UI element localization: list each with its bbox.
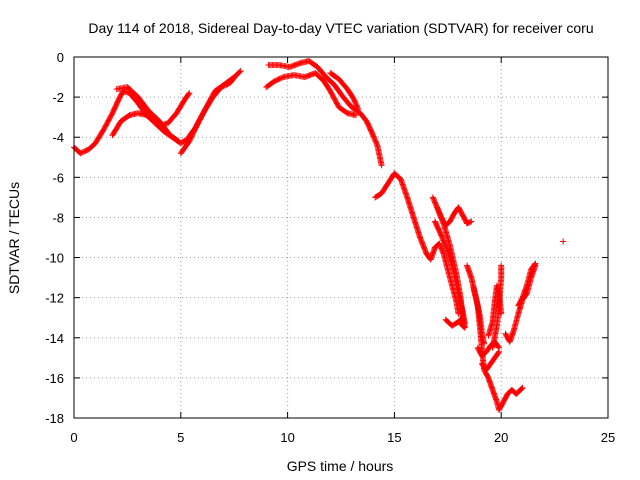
- y-tick-label: -16: [45, 371, 64, 386]
- data-point: [352, 112, 359, 119]
- data-point: [438, 245, 445, 252]
- data-point: [372, 138, 379, 145]
- x-tick-label: 0: [70, 430, 77, 445]
- x-tick-label: 25: [601, 430, 615, 445]
- data-point: [518, 385, 525, 392]
- data-point: [432, 200, 439, 207]
- data-point: [351, 97, 358, 104]
- data-point: [439, 249, 446, 256]
- data-point: [186, 90, 193, 97]
- data-point: [185, 91, 192, 98]
- data-point: [351, 98, 358, 105]
- x-axis-label: GPS time / hours: [287, 458, 394, 474]
- data-point: [436, 240, 443, 247]
- data-point: [279, 74, 286, 81]
- y-tick-label: -18: [45, 411, 64, 426]
- data-point: [370, 132, 377, 139]
- data-point: [231, 74, 238, 81]
- data-point: [430, 196, 437, 203]
- data-point: [230, 74, 237, 81]
- data-point: [350, 96, 357, 103]
- data-point: [467, 218, 474, 225]
- data-point: [436, 241, 443, 248]
- data-point: [373, 139, 380, 146]
- data-point: [458, 321, 465, 328]
- data-point: [371, 134, 378, 141]
- x-tick-label: 20: [494, 430, 508, 445]
- data-point: [532, 260, 539, 267]
- data-point: [437, 243, 444, 250]
- data-point: [174, 137, 181, 144]
- plot-frame: [73, 56, 609, 419]
- grid-lines: [74, 57, 608, 418]
- data-point: [531, 261, 538, 268]
- y-tick-label: -2: [52, 90, 64, 105]
- data-point: [236, 68, 243, 75]
- data-point: [431, 198, 438, 205]
- x-tick-label: 5: [177, 430, 184, 445]
- y-tick-label: -14: [45, 331, 64, 346]
- y-tick-label: -4: [52, 130, 64, 145]
- x-tick-label: 15: [387, 430, 401, 445]
- data-point: [355, 106, 362, 113]
- y-tick-label: 0: [57, 50, 64, 65]
- data-point: [354, 104, 361, 111]
- y-tick-label: -12: [45, 291, 64, 306]
- data-point: [353, 102, 360, 109]
- data-point: [518, 386, 525, 393]
- data-point: [354, 103, 361, 110]
- data-point: [175, 138, 182, 145]
- data-points: [71, 58, 567, 413]
- data-point: [429, 194, 436, 201]
- data-point: [439, 248, 446, 255]
- data-point: [496, 348, 503, 355]
- axis-ticks: 0 5 10 15 20 25 0 -2 -4 -6 -8 -10 -12 -14 -16 -18: [45, 50, 615, 445]
- data-point: [498, 262, 505, 269]
- data-point: [373, 140, 380, 147]
- data-point: [237, 68, 244, 75]
- data-point: [433, 201, 440, 208]
- data-point: [371, 135, 378, 142]
- y-tick-label: -8: [52, 210, 64, 225]
- data-point: [378, 162, 385, 169]
- chart-title: Day 114 of 2018, Sidereal Day-to-day VTE…: [88, 20, 593, 36]
- data-point: [431, 199, 438, 206]
- data-point: [370, 133, 377, 140]
- x-tick-label: 10: [280, 430, 294, 445]
- data-point: [468, 218, 475, 225]
- data-point: [430, 195, 437, 202]
- data-point: [495, 343, 502, 350]
- data-point: [437, 244, 444, 251]
- y-tick-label: -10: [45, 251, 64, 266]
- data-point: [560, 238, 567, 245]
- y-axis-label: SDTVAR / TECUs: [6, 182, 22, 294]
- data-point: [352, 101, 359, 108]
- data-point: [519, 384, 526, 391]
- data-point: [495, 349, 502, 356]
- data-point: [458, 315, 465, 322]
- data-point: [438, 246, 445, 253]
- data-point: [352, 99, 359, 106]
- data-point: [459, 314, 466, 321]
- y-tick-label: -6: [52, 170, 64, 185]
- data-point: [372, 137, 379, 144]
